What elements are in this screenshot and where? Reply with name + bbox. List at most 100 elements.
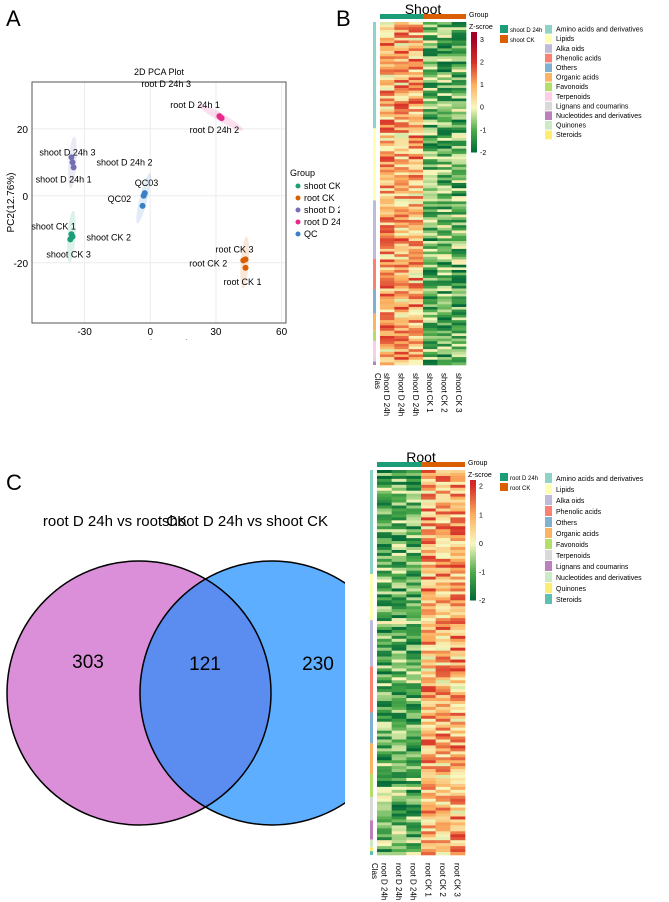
heatmap-cell (437, 116, 452, 120)
heatmap-cell (394, 58, 409, 62)
heatmap-cell (408, 143, 424, 147)
colorbar-segment (470, 568, 476, 571)
colorbar-segment (470, 562, 476, 565)
heatmap-cell (437, 64, 452, 68)
heatmap-cell (406, 760, 422, 764)
heatmap-cell (450, 671, 466, 675)
colorbar-segment (471, 50, 477, 53)
pca-title: 2D PCA Plot (134, 67, 185, 77)
heatmap-cell (408, 288, 424, 292)
heatmap-cell (421, 724, 436, 728)
heatmap-cell (408, 43, 424, 47)
heatmap-cell (435, 689, 451, 693)
class-legend-entry: Terpenoids (556, 553, 591, 560)
class-legend-key (545, 583, 552, 593)
heatmap-cell (437, 140, 452, 144)
heatmap-cell (451, 24, 467, 28)
heatmap-cell (450, 591, 466, 595)
heatmap-cell (406, 511, 422, 515)
heatmap-cell (423, 148, 438, 152)
heatmap-cell (377, 517, 392, 521)
heatmap-cell (437, 66, 452, 70)
heatmap-cell (394, 322, 409, 326)
heatmap-cell (391, 668, 407, 672)
heatmap-cell (435, 493, 451, 497)
class-annotation-segment (370, 839, 373, 848)
class-legend-key (545, 92, 552, 101)
heatmap-cell (437, 90, 452, 94)
heatmap-cell (408, 24, 424, 28)
heatmap-cell (437, 262, 452, 266)
heatmap-cell (394, 225, 409, 229)
class-annotation-segment (370, 620, 373, 667)
heatmap-cell (391, 825, 407, 829)
heatmap-cell (377, 606, 392, 610)
heatmap-cell (423, 343, 438, 347)
heatmap-cell (451, 333, 467, 337)
heatmap-cell (391, 701, 407, 705)
heatmap-cell (437, 254, 452, 258)
heatmap-cell (406, 813, 422, 817)
heatmap-cell (421, 653, 436, 657)
heatmap-cell (380, 101, 395, 105)
heatmap-cell (380, 119, 395, 123)
heatmap-cell (377, 591, 392, 595)
heatmap-cell (380, 338, 395, 342)
heatmap-cell (380, 312, 395, 316)
heatmap-cell (421, 632, 436, 637)
heatmap-cell (423, 132, 438, 136)
heatmap-cell (451, 172, 467, 176)
heatmap-cell (435, 703, 451, 708)
heatmap-cell (380, 180, 395, 184)
heatmap-cell (437, 277, 452, 281)
heatmap-cell (450, 523, 466, 527)
heatmap-cell (421, 736, 436, 740)
heatmap-cell (435, 662, 451, 666)
heatmap-cell (406, 496, 422, 500)
heatmap-cell (377, 665, 392, 669)
heatmap-cell (408, 80, 424, 83)
heatmap-cell (450, 706, 466, 711)
heatmap-cell (423, 219, 438, 223)
heatmap-cell (421, 819, 436, 823)
heatmap-cell (450, 618, 466, 622)
heatmap-cell (435, 582, 451, 586)
heatmap-cell (406, 570, 422, 574)
heatmap-cell (394, 180, 409, 184)
heatmap-cell (406, 535, 422, 539)
heatmap-cell (408, 322, 424, 326)
heatmap-cell (437, 85, 452, 89)
heatmap-cell (377, 715, 392, 720)
heatmap-cell (421, 730, 436, 734)
heatmap-cell (437, 217, 452, 221)
heatmap-cell (406, 567, 422, 571)
heatmap-cell (450, 478, 466, 483)
heatmap-cell (406, 786, 422, 791)
colorbar-segment (470, 512, 476, 515)
heatmap-cell (380, 58, 395, 62)
heatmap-cell (450, 733, 466, 737)
colorbar-segment (470, 500, 476, 503)
heatmap-cell (423, 264, 438, 268)
point-label: root CK 2 (189, 258, 227, 268)
venn-outline (6, 560, 272, 826)
heatmap-cell (406, 804, 422, 808)
heatmap-cell (408, 349, 424, 353)
class-legend-entry: Amino acids and derivatives (556, 476, 644, 483)
heatmap-cell (423, 246, 438, 250)
heatmap-cell (408, 238, 424, 242)
heatmap-cell (450, 555, 466, 560)
heatmap-cell (450, 683, 466, 687)
heatmap-cell (450, 840, 466, 844)
heatmap-cell (435, 852, 451, 856)
heatmap-cell (437, 317, 452, 321)
colorbar-segment (470, 574, 476, 577)
heatmap-cell (391, 603, 407, 607)
heatmap-cell (394, 243, 409, 247)
heatmap-cell (380, 53, 395, 57)
heatmap-cell (406, 772, 422, 776)
heatmap-cell (451, 330, 467, 334)
heatmap-cell (377, 638, 392, 643)
heatmap-cell (450, 549, 466, 554)
